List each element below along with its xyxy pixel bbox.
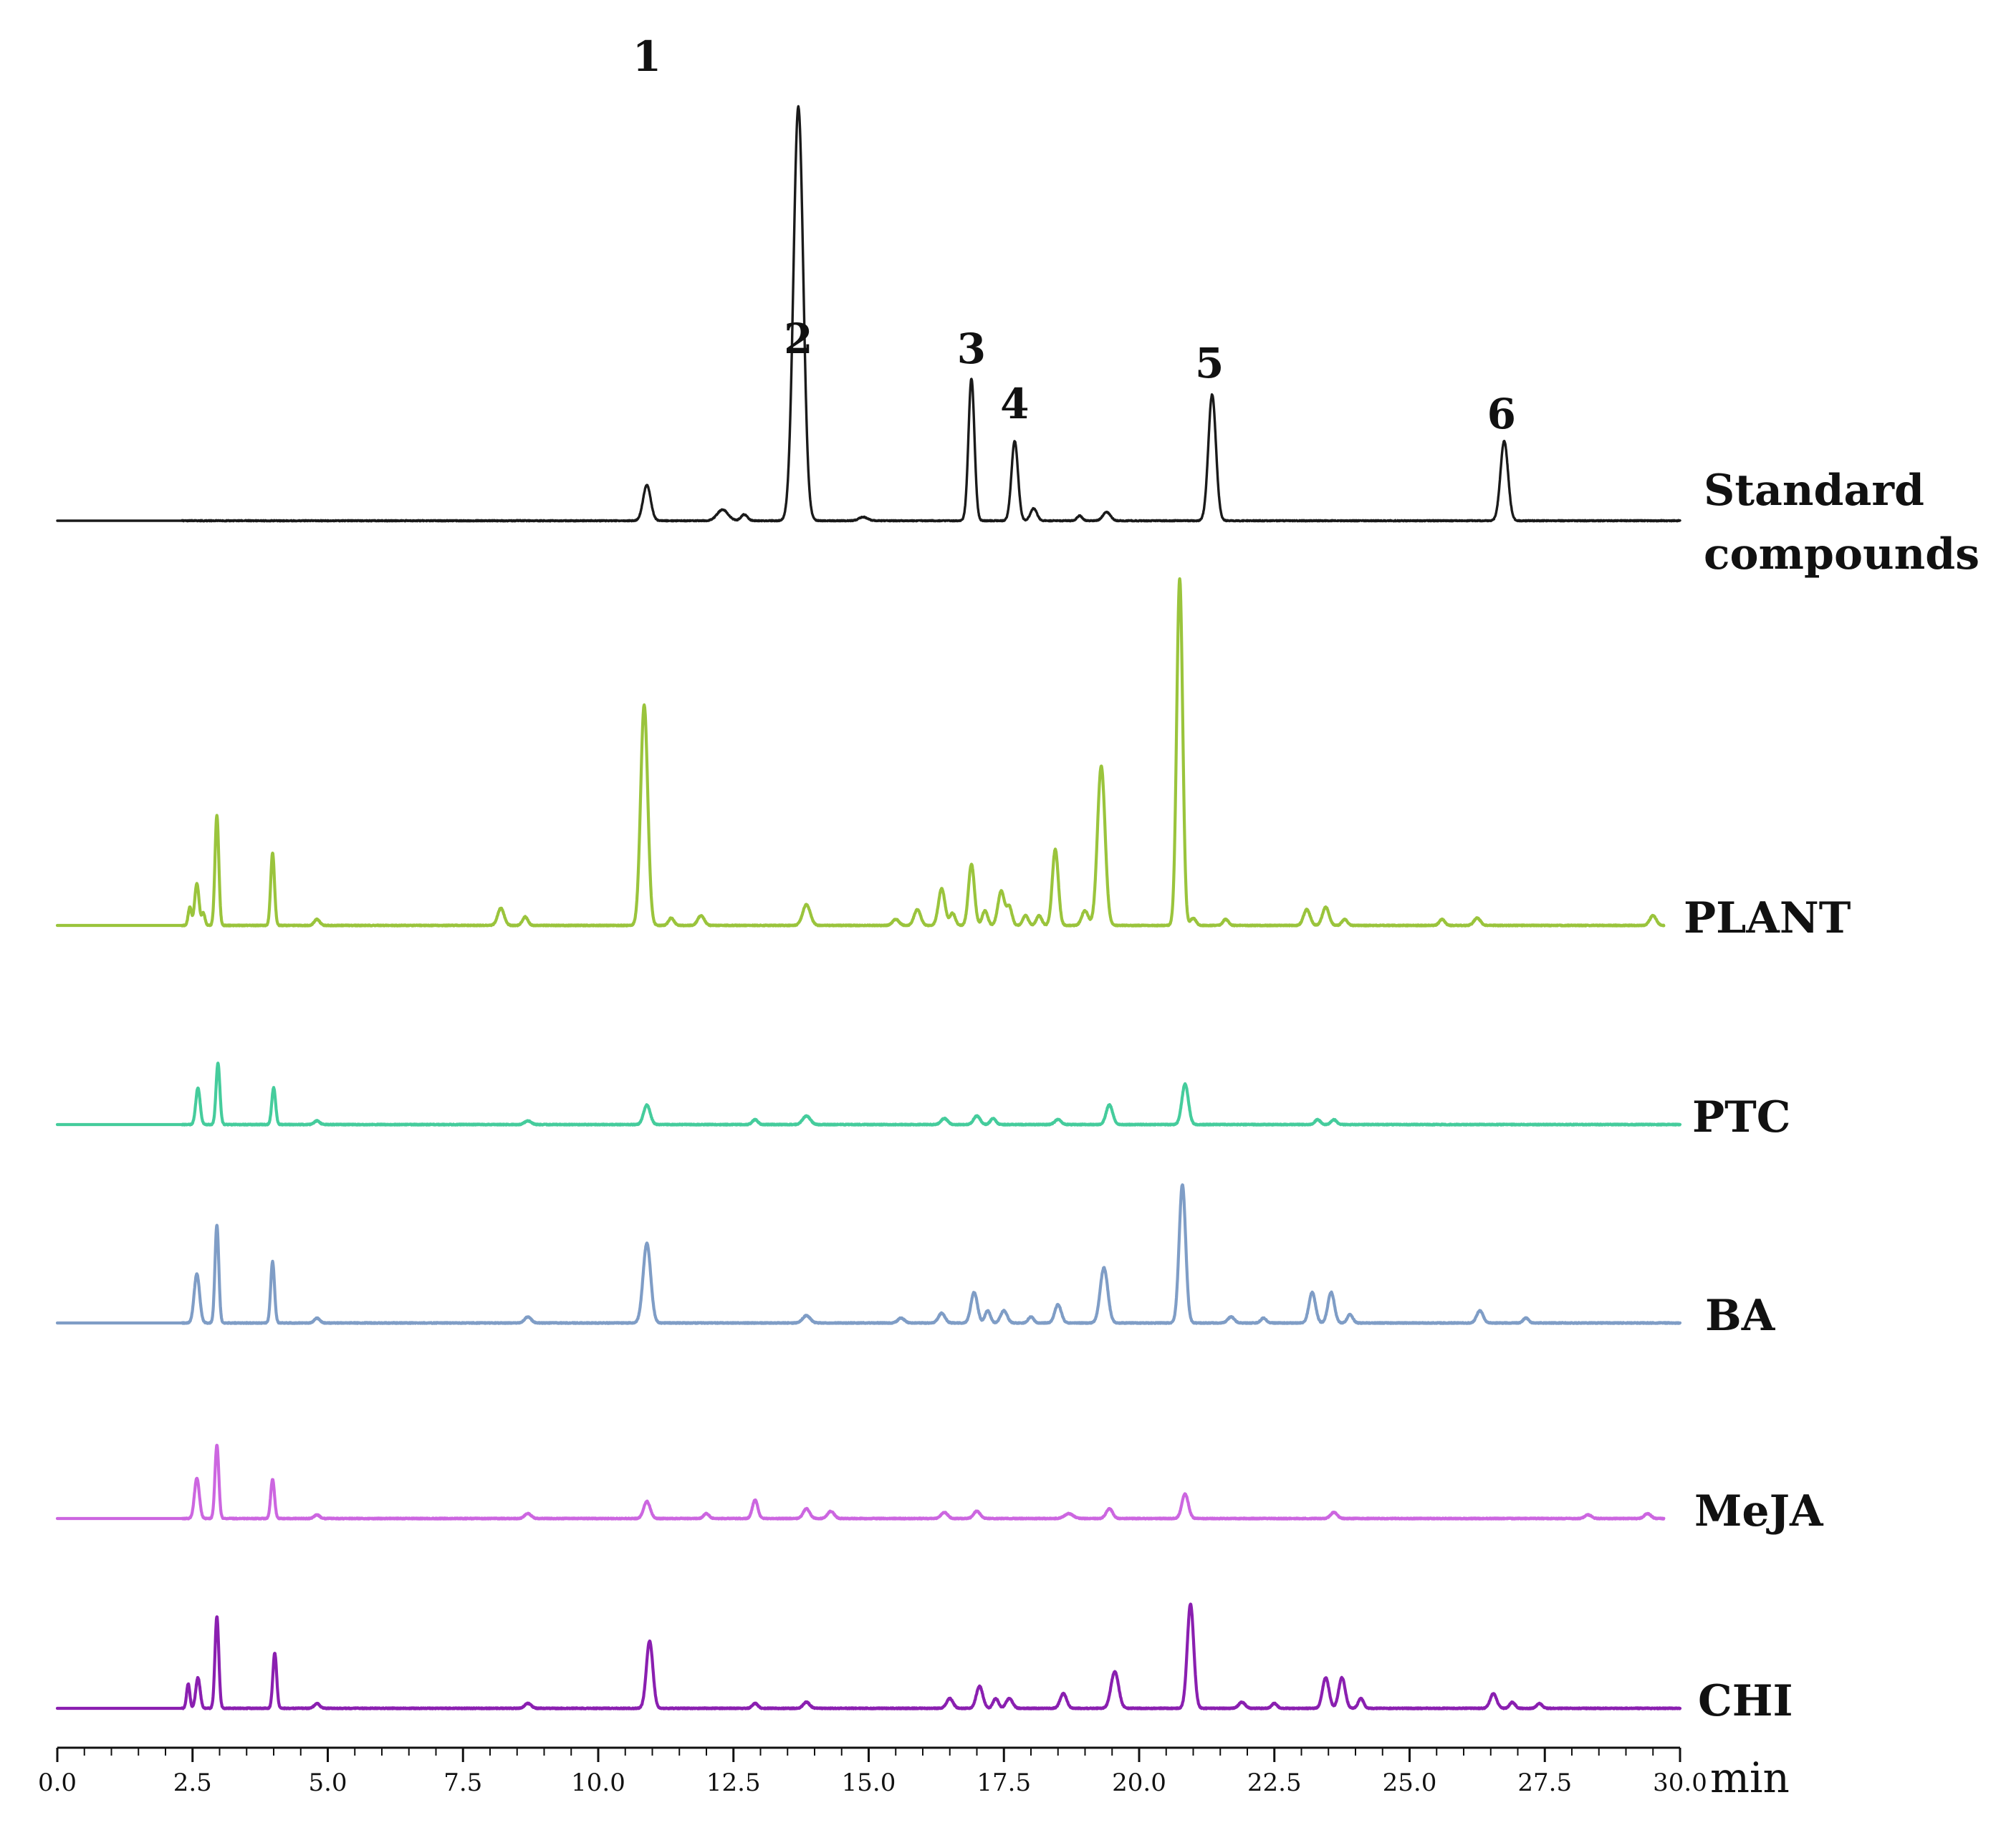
trace-plant: [55, 577, 1666, 928]
x-tick-label: 0.0: [38, 1768, 77, 1797]
x-axis-unit-label: min: [1710, 1753, 1790, 1802]
x-tick-label: 10.0: [571, 1768, 625, 1797]
traces: [55, 105, 1682, 1710]
x-tick-label: 20.0: [1112, 1768, 1166, 1797]
x-tick-label: 15.0: [842, 1768, 896, 1797]
peak-labels: 1 2 34 5 6: [633, 32, 1516, 438]
trace-label-line: PLANT: [1684, 893, 1851, 943]
trace-label-line: PTC: [1692, 1092, 1791, 1142]
peak-label-5: 5: [1195, 339, 1224, 388]
x-tick-label: 7.5: [443, 1768, 482, 1797]
trace-label-meja: MeJA: [1694, 1486, 1824, 1536]
trace-label-line: Standard: [1704, 466, 1924, 516]
trace-label-line: BA: [1705, 1291, 1776, 1341]
x-axis: 0.0 2.5 5.0 7.5 10.0 12.5 15.0 17.5 20.0 22.5 25.0…: [38, 1746, 1790, 1802]
trace-label-ptc: PTC: [1692, 1092, 1791, 1142]
trace-standard-compounds: [56, 105, 1681, 523]
trace-label-standard-compounds: Standard compounds: [1704, 466, 1980, 579]
peak-label-3: 3: [957, 324, 986, 373]
x-tick-label: 2.5: [173, 1768, 212, 1797]
trace-label-chi: CHI: [1698, 1676, 1793, 1726]
x-tick-label: 17.5: [976, 1768, 1031, 1797]
trace-label-ba: BA: [1705, 1291, 1776, 1341]
trace-label-line: compounds: [1704, 529, 1980, 579]
trace-meja: [55, 1443, 1666, 1521]
peak-label-6: 6: [1487, 390, 1516, 438]
x-tick-label: 27.5: [1517, 1768, 1572, 1797]
x-tick-label: 5.0: [308, 1768, 347, 1797]
x-tick-label: 30.0: [1653, 1768, 1707, 1797]
trace-labels: Standard compounds PLANT PTC BA MeJA CHI: [1684, 466, 1980, 1726]
x-tick-label: 12.5: [706, 1768, 761, 1797]
trace-ptc: [55, 1062, 1682, 1127]
trace-label-plant: PLANT: [1684, 893, 1851, 943]
trace-chi: [55, 1602, 1682, 1710]
x-tick-label: 22.5: [1247, 1768, 1302, 1797]
trace-ba: [55, 1183, 1682, 1325]
peak-label-1: 1: [633, 32, 661, 81]
trace-label-line: MeJA: [1694, 1486, 1824, 1536]
peak-label-2: 2: [784, 314, 812, 363]
x-tick-label: 25.0: [1383, 1768, 1437, 1797]
trace-label-line: CHI: [1698, 1676, 1793, 1726]
peak-label-4: 4: [1000, 380, 1029, 428]
